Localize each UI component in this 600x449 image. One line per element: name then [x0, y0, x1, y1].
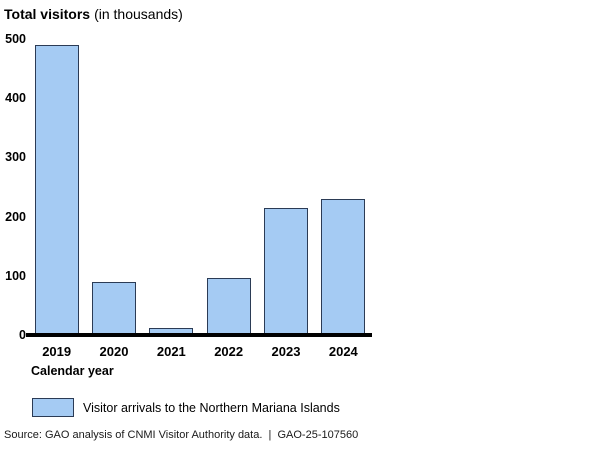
plot-area [26, 39, 372, 337]
source-text: Source: GAO analysis of CNMI Visitor Aut… [4, 429, 359, 441]
chart-title: Total visitors (in thousands) [4, 6, 183, 22]
bar-2020 [92, 281, 136, 335]
y-tick-label-400: 400 [5, 91, 26, 106]
x-axis-title: Calendar year [31, 364, 114, 378]
y-tick-label-0: 0 [19, 328, 26, 342]
x-tick-label-2024: 2024 [328, 344, 358, 359]
x-axis-line [26, 333, 372, 337]
bar-2023 [264, 207, 308, 335]
bar-2024 [321, 199, 366, 335]
x-tick-label-2020: 2020 [99, 344, 129, 359]
x-tick-label-2021: 2021 [156, 344, 186, 359]
x-tick-label-2022: 2022 [214, 344, 244, 359]
bar-2022 [206, 277, 251, 335]
legend-label: Visitor arrivals to the Northern Mariana… [83, 401, 340, 415]
x-tick-label-2019: 2019 [42, 344, 72, 359]
chart-title-main: Total visitors [4, 6, 91, 22]
y-tick-label-200: 200 [5, 209, 26, 224]
bar-2019 [34, 44, 79, 335]
y-tick-label-100: 100 [5, 268, 26, 283]
chart-title-units: (in thousands) [94, 6, 183, 22]
x-tick-label-2023: 2023 [271, 344, 301, 359]
y-tick-label-300: 300 [5, 150, 26, 165]
legend-color-swatch [32, 398, 74, 417]
y-tick-label-500: 500 [5, 32, 26, 46]
